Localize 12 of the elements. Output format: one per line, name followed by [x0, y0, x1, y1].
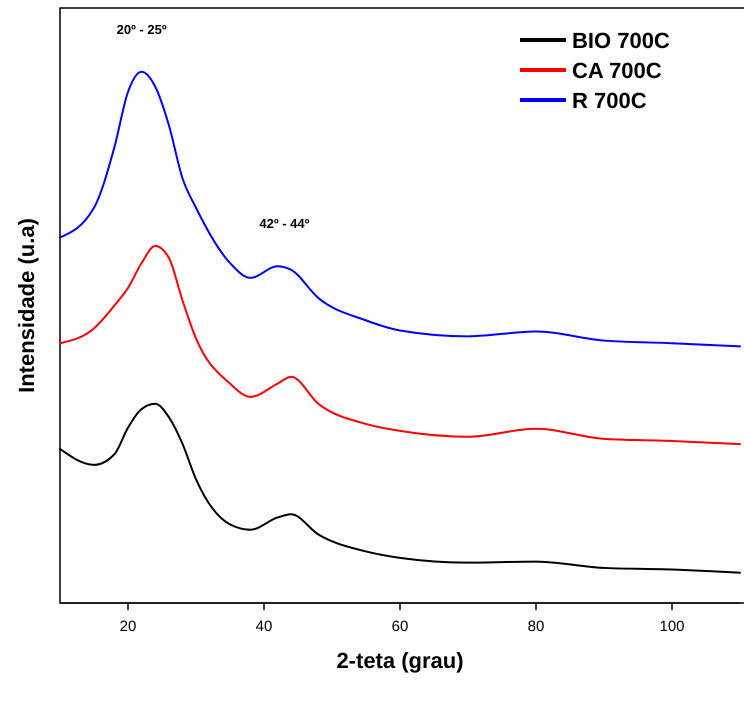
x-tick-label: 40: [256, 618, 272, 635]
legend-label: R 700C: [572, 88, 647, 113]
annotation: 20º - 25º: [116, 22, 167, 37]
annotation: 42º - 44º: [259, 216, 310, 232]
x-tick-label: 20: [120, 618, 136, 635]
x-tick-label: 80: [528, 618, 544, 635]
legend-label: BIO 700C: [572, 28, 670, 53]
x-axis-title: 2-teta (grau): [336, 648, 464, 673]
x-tick-label: 100: [659, 618, 685, 635]
legend-label: CA 700C: [572, 58, 662, 83]
x-tick-label: 60: [392, 618, 408, 635]
y-axis-title: Intensidade (u.a): [14, 218, 39, 393]
